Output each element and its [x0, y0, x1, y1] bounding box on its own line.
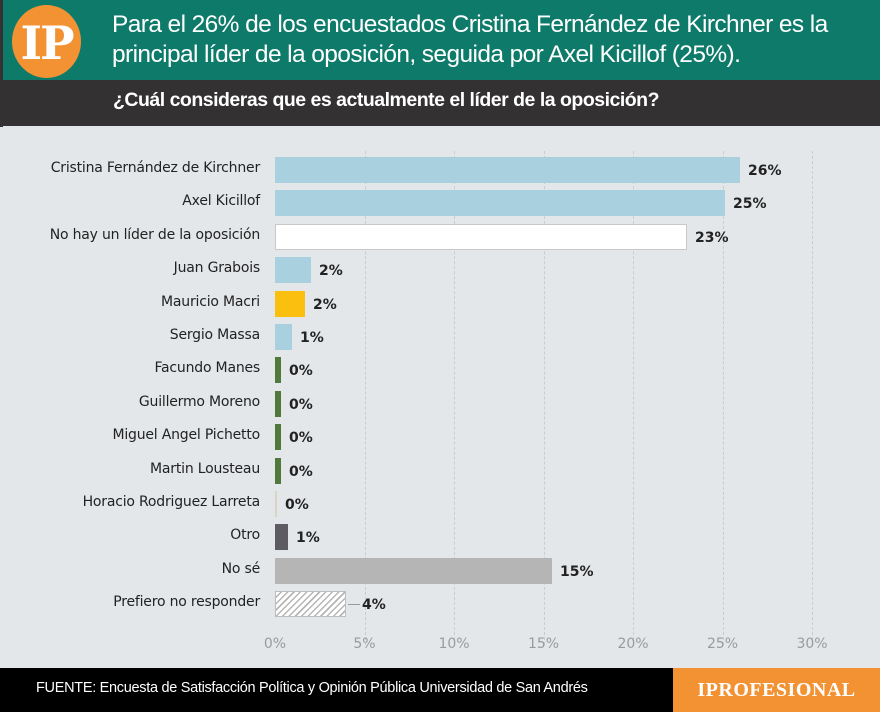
logo-text: IP	[20, 15, 74, 70]
category-label: Horacio Rodriguez Larreta	[82, 494, 261, 510]
x-tick-label: 30%	[796, 636, 828, 652]
x-tick-label: 0%	[263, 636, 287, 652]
bar-value-label: 26%	[748, 163, 782, 179]
question-banner	[0, 80, 880, 126]
category-label: Martin Lousteau	[150, 460, 260, 477]
bar-value-label: 0%	[289, 396, 313, 413]
bar	[275, 223, 687, 250]
gridline	[543, 151, 545, 645]
bar	[275, 290, 305, 317]
category-label: Axel Kicillof	[182, 193, 260, 210]
category-label: Guillermo Moreno	[138, 393, 260, 410]
bar	[275, 157, 740, 183]
question-text: ¿Cuál consideras que es actualmente el l…	[113, 89, 660, 111]
leader-line	[348, 604, 360, 606]
bar-value-label: 15%	[560, 563, 594, 580]
source-text: FUENTE: Encuesta de Satisfacción Polític…	[36, 680, 588, 696]
left-edge-border	[0, 0, 3, 127]
bar-value-label: 25%	[733, 196, 767, 213]
x-tick-label: 15%	[527, 636, 560, 652]
bar-value-label: 0%	[289, 463, 313, 480]
brand-box: IPROFESIONAL	[673, 668, 880, 712]
bar	[275, 257, 311, 284]
bar-value-label: 0%	[289, 363, 313, 380]
bar	[275, 424, 281, 451]
category-label: Prefiero no responder	[113, 594, 260, 611]
bar-value-label: 1%	[300, 330, 324, 346]
category-label: Mauricio Macri	[161, 293, 260, 310]
bar-value-label: 4%	[362, 597, 386, 614]
brand-logo: IPROFESIONAL	[697, 678, 856, 701]
footer: FUENTE: Encuesta de Satisfacción Polític…	[0, 668, 880, 712]
bar	[275, 591, 346, 618]
ip-logo-icon: IP	[12, 5, 81, 78]
bar	[275, 357, 281, 384]
bar-value-label: 23%	[695, 229, 729, 246]
bar-value-label: 0%	[285, 497, 309, 513]
category-label: Facundo Manes	[154, 360, 260, 377]
category-label: Sergio Massa	[169, 327, 260, 343]
x-tick-label: 25%	[706, 636, 739, 652]
bar-value-label: 2%	[313, 296, 337, 313]
bar	[275, 190, 725, 217]
x-tick-label: 10%	[438, 636, 470, 652]
bar	[275, 457, 281, 484]
bar-chart: 0% 5% 10% 15% 20% 25% 30% Cristina Fernández de…	[0, 126, 880, 668]
x-tick-label: 20%	[617, 636, 649, 652]
category-label: No sé	[221, 560, 261, 577]
headline-text: Para el 26% de los encuestados Cristina …	[112, 11, 828, 68]
category-label: Juan Grabois	[173, 260, 261, 277]
bar	[275, 524, 288, 551]
gridline	[364, 151, 366, 645]
category-label: Miguel Angel Pichetto	[112, 427, 260, 444]
bar	[275, 324, 292, 350]
gridline	[633, 151, 634, 645]
gridline	[812, 151, 813, 645]
bar-value-label: 2%	[319, 263, 343, 280]
x-tick-label: 5%	[353, 636, 376, 652]
bar	[275, 390, 281, 417]
gridline	[454, 151, 455, 645]
gridline	[722, 151, 724, 645]
bar	[275, 491, 277, 517]
category-label: Cristina Fernández de Kirchner	[50, 160, 261, 176]
category-label: No hay un líder de la oposición	[49, 226, 260, 243]
bar-value-label: 1%	[296, 530, 320, 547]
headline-banner: Para el 26% de los encuestados Cristina …	[0, 0, 880, 80]
bar	[275, 557, 552, 584]
category-label: Otro	[230, 527, 260, 544]
bar-value-label: 0%	[289, 430, 313, 447]
